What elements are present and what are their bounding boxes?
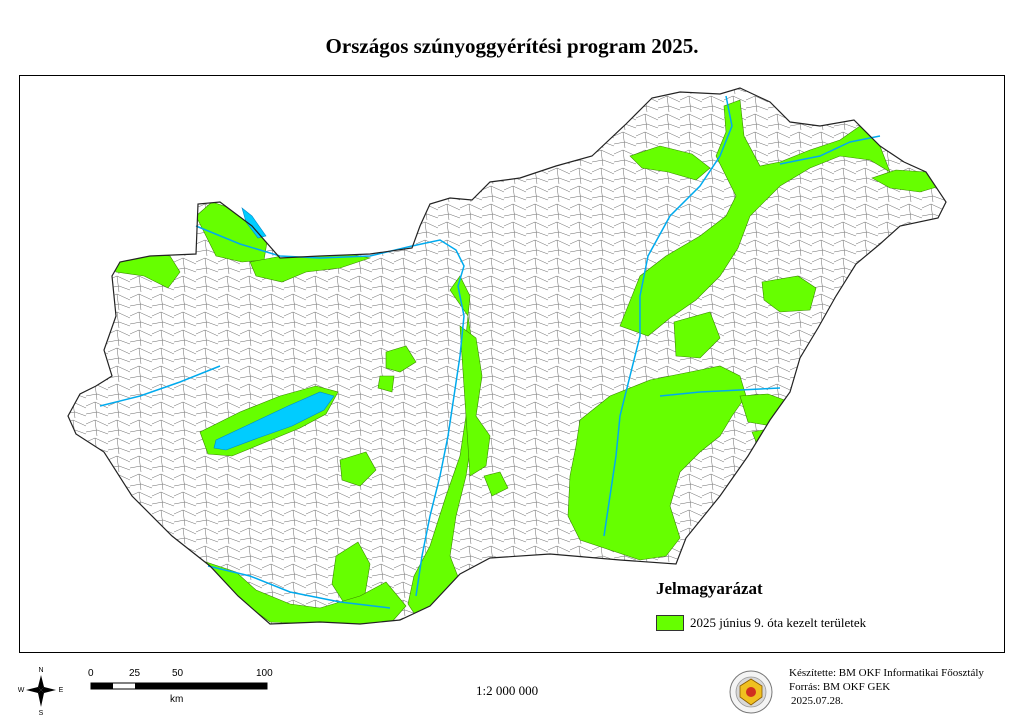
river-koros xyxy=(659,387,781,397)
scale-bar xyxy=(90,682,268,690)
compass-e: E xyxy=(59,687,64,694)
treated-area-small-1 xyxy=(377,375,395,393)
legend-title: Jelmagyarázat xyxy=(656,579,763,598)
lake-balaton xyxy=(213,391,335,451)
river-raba xyxy=(99,365,221,407)
credits: Készítette: BM OKF Informatikai Főosztál… xyxy=(789,666,984,708)
compass-rose-icon: N S W E xyxy=(18,667,64,716)
river-drava xyxy=(207,565,391,609)
treated-area-drava xyxy=(205,561,407,624)
legend-swatch xyxy=(656,615,684,631)
treated-area-danube-east xyxy=(459,325,491,477)
agency-logo-icon xyxy=(729,670,773,714)
scale-unit: km xyxy=(170,694,184,705)
treated-area-sajo xyxy=(629,145,711,181)
legend-item: 2025 június 9. óta kezelt területek xyxy=(656,615,866,631)
hungary-map xyxy=(67,87,947,625)
credits-author: Készítette: BM OKF Informatikai Főosztál… xyxy=(789,667,984,679)
compass-s: S xyxy=(39,710,44,716)
legend-item-label: 2025 június 9. óta kezelt területek xyxy=(690,615,867,630)
compass-n: N xyxy=(38,667,43,674)
map-title: Országos szúnyoggyérítési program 2025. xyxy=(325,34,699,58)
credits-source: Forrás: BM OKF GEK xyxy=(789,681,891,693)
rivers xyxy=(99,95,881,609)
treated-area-tisza-north xyxy=(619,99,891,337)
treated-area-koros xyxy=(739,391,807,427)
treated-area-velence xyxy=(385,345,417,373)
municipal-boundaries xyxy=(68,88,946,624)
scale-ratio: 1:2 000 000 xyxy=(476,683,539,698)
scale-tick-50: 50 xyxy=(172,668,184,679)
map-frame xyxy=(19,75,1005,653)
treated-area-small-3 xyxy=(483,471,509,497)
scale-tick-25: 25 xyxy=(129,668,141,679)
treated-area-szeged-region xyxy=(567,365,747,561)
treated-area-small-2 xyxy=(339,451,377,487)
credits-date: 2025.07.28. xyxy=(791,695,844,707)
scale-tick-100: 100 xyxy=(256,668,273,679)
treated-area-hajdu xyxy=(761,275,817,313)
river-danube xyxy=(195,225,465,597)
treated-area-mid xyxy=(673,311,721,359)
river-bodrog xyxy=(779,135,881,165)
scale-tick-0: 0 xyxy=(88,668,94,679)
compass-w: W xyxy=(18,687,25,694)
river-tisza xyxy=(603,95,733,537)
